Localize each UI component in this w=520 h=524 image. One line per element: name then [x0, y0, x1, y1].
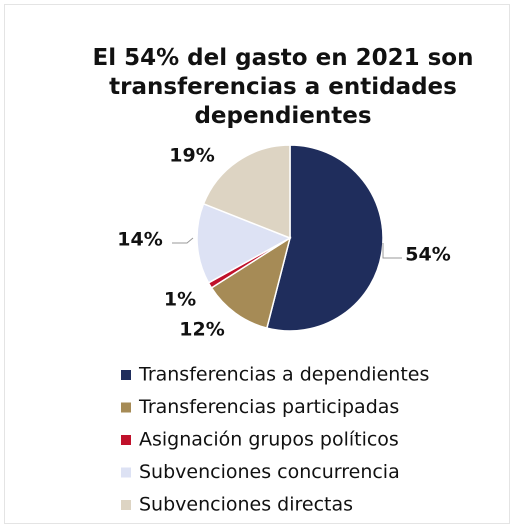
pie-slice — [196, 202, 292, 284]
data-label: 54% — [405, 244, 450, 266]
legend-label: Transferencias participadas — [138, 396, 399, 418]
pie-slice — [210, 236, 292, 329]
legend-label: Asignación grupos políticos — [139, 429, 399, 451]
data-label: 1% — [164, 289, 196, 311]
legend-swatch — [121, 467, 131, 478]
legend-label: Subvenciones directas — [139, 494, 353, 516]
legend-label: Transferencias a dependientes — [138, 364, 429, 386]
legend-swatch — [121, 402, 131, 413]
data-label: 12% — [179, 319, 224, 341]
legend-swatch — [121, 435, 131, 445]
data-label: 19% — [169, 145, 214, 167]
chart-title: El 54% del gasto en 2021 son transferenc… — [92, 45, 474, 129]
pie-slice — [265, 144, 384, 332]
data-label: 14% — [117, 229, 162, 251]
pie-slice — [202, 144, 291, 240]
leader-line — [382, 243, 402, 259]
legend-swatch — [121, 500, 131, 510]
legend-label: Subvenciones concurrencia — [139, 461, 400, 483]
leader-line — [172, 237, 194, 244]
legend-swatch — [121, 370, 131, 380]
